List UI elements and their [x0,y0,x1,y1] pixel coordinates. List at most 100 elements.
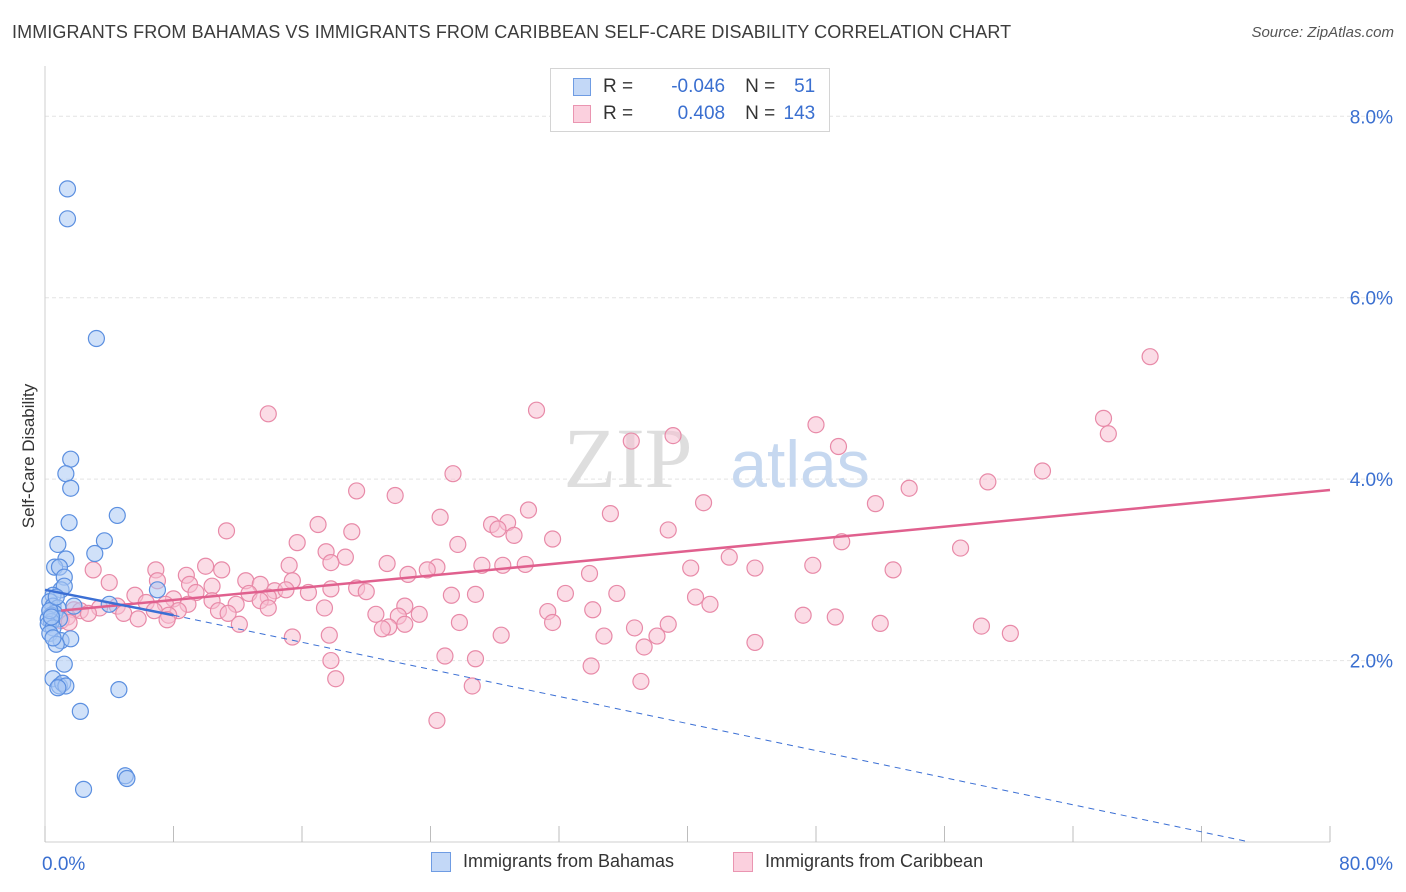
bahamas-point [42,608,61,626]
caribbean-point [431,508,449,526]
bahamas-point [62,479,80,497]
caribbean-point [804,556,822,574]
caribbean-point [625,619,644,637]
watermark: ZIP atlas [564,410,870,506]
bahamas-trend-line [44,588,174,617]
caribbean-point [283,628,301,646]
bahamas-trend-extension [173,614,1250,843]
bahamas-point [49,679,67,697]
caribbean-point [428,711,446,730]
bahamas-point [95,532,114,550]
r-value: -0.046 [671,76,726,97]
legend-label: Immigrants from Bahamas [463,851,675,871]
r-label: R = [603,103,634,124]
caribbean-point [584,601,602,619]
caribbean-points [52,348,1159,730]
caribbean-point [519,501,538,519]
caribbean-point [1141,348,1159,366]
caribbean-point [449,535,467,554]
y-tick-label: 2.0% [1350,652,1393,673]
caribbean-point [386,486,404,505]
bahamas-points [39,180,167,798]
bahamas-point [74,780,93,798]
caribbean-point [659,521,677,539]
caribbean-point [129,610,147,628]
y-tick-label: 8.0% [1350,107,1393,128]
caribbean-point [686,588,705,606]
axis-labels: 2.0% 4.0% 6.0% 8.0% 0.0% 80.0% Self-Care Disab… [19,107,1393,875]
grid-lines [45,115,1392,662]
caribbean-point [466,650,485,668]
caribbean-point [556,584,575,603]
x-tick-label: 80.0% [1339,854,1393,875]
caribbean-point [635,638,653,656]
caribbean-point [527,401,546,419]
caribbean-point [659,615,677,633]
caribbean-point [826,608,844,626]
bahamas-point [60,514,78,532]
x-tick-label: 0.0% [42,854,85,875]
bahamas-swatch [573,78,591,96]
caribbean-point [951,539,970,557]
caribbean-point [664,427,682,445]
caribbean-point [436,647,454,665]
bahamas-point [87,329,106,348]
caribbean-point [608,584,626,603]
bahamas-point [148,581,167,599]
caribbean-point [701,595,719,613]
caribbean-point [444,465,462,483]
bahamas-point [110,680,128,699]
trend-lines [44,488,1331,843]
bahamas-point [55,655,73,673]
caribbean-point [595,627,613,645]
caribbean-point [1033,462,1052,480]
caribbean-point [979,473,997,491]
y-tick-label: 6.0% [1350,289,1393,310]
caribbean-point [632,672,650,691]
caribbean-point [972,617,991,635]
caribbean-point [900,479,918,497]
bahamas-point [49,535,67,554]
chart-title: IMMIGRANTS FROM BAHAMAS VS IMMIGRANTS FR… [12,22,1012,42]
caribbean-point [410,605,428,623]
caribbean-point [466,585,485,603]
caribbean-point [213,561,231,579]
caribbean-trend-line [60,488,1331,612]
bahamas-point [44,629,62,647]
legend-row-bahamas: R = -0.046 N = 51 [573,74,815,100]
caribbean-point [829,437,848,456]
caribbean-legend-swatch [733,851,753,872]
caribbean-point [399,565,417,583]
caribbean-point [288,534,306,552]
bahamas-point [65,597,83,615]
caribbean-point [794,606,812,624]
bahamas-point [62,450,80,468]
caribbean-point [442,586,460,604]
caribbean-point [720,548,738,566]
legend-item-caribbean: Immigrants from Caribbean [733,851,983,872]
correlation-legend: R = -0.046 N = 51 R = 0.408 N = 143 [550,68,830,132]
caribbean-point [622,432,640,450]
n-label: N = [745,103,776,124]
caribbean-point [217,522,236,540]
caribbean-point [580,564,599,583]
caribbean-point [418,561,436,579]
caribbean-point [84,561,102,579]
caribbean-point [115,604,133,623]
caribbean-point [1094,409,1113,427]
y-tick-label: 4.0% [1350,470,1393,491]
caribbean-point [489,520,507,538]
caribbean-point [396,615,414,633]
watermark-atlas: atlas [730,427,869,501]
caribbean-point [492,626,510,644]
bahamas-point [58,210,77,228]
n-label: N = [745,76,776,97]
caribbean-point [315,599,334,617]
caribbean-point [648,627,666,645]
caribbean-point [259,405,277,423]
caribbean-point [373,620,391,638]
r-value: 0.408 [677,103,726,124]
caribbean-point [1001,624,1019,642]
caribbean-point [807,416,825,434]
